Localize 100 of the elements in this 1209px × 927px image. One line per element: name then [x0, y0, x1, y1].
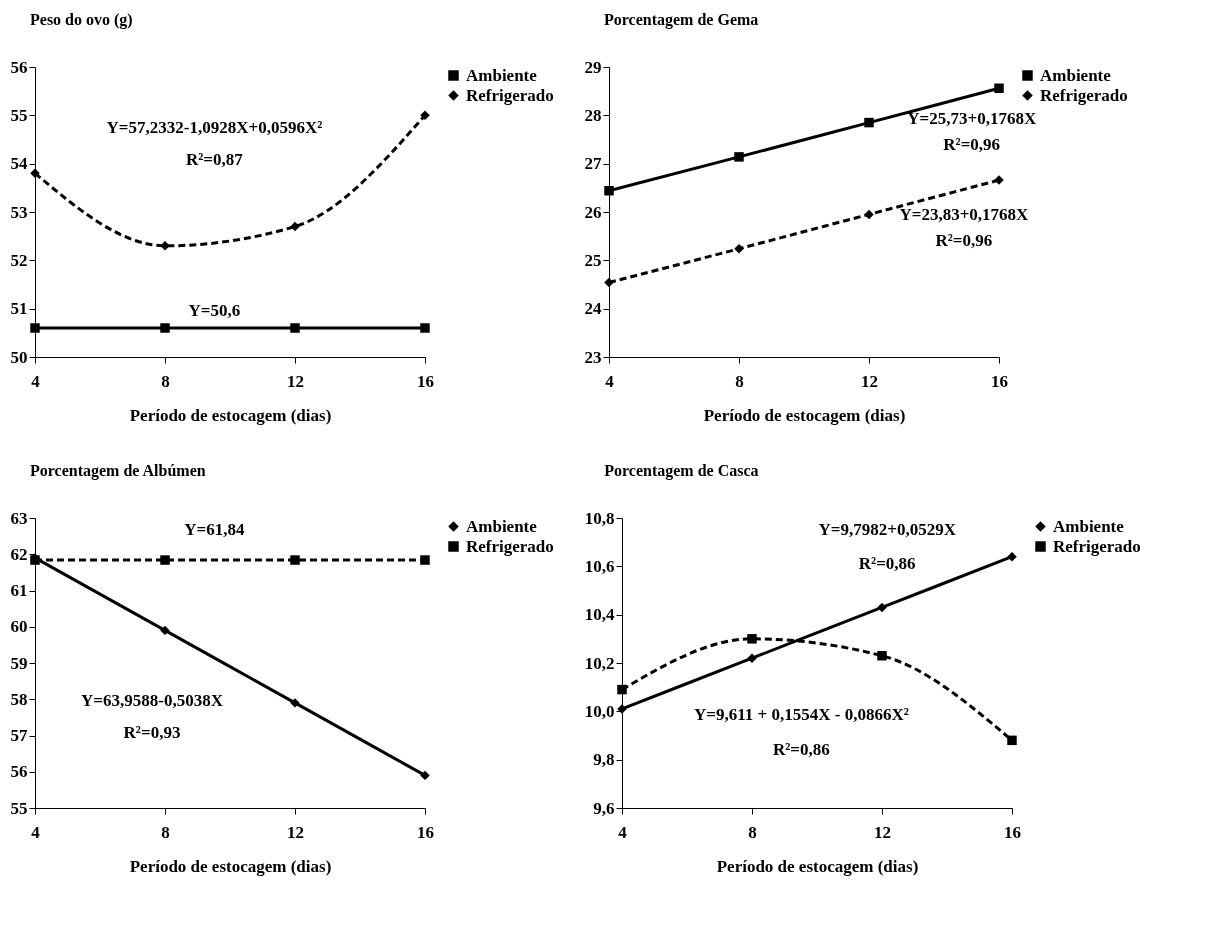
point: [420, 555, 430, 565]
x-tick-label: 12: [874, 822, 891, 842]
point: [734, 243, 744, 254]
chart-title: Porcentagem de Casca: [604, 462, 759, 480]
point: [604, 185, 614, 196]
point: [420, 110, 430, 121]
x-tick-label: 8: [735, 371, 744, 391]
x-tick-label: 4: [618, 822, 628, 842]
point: [160, 555, 170, 565]
legend-label: Ambiente: [1053, 516, 1125, 536]
y-tick-label: 53: [10, 202, 28, 222]
y-tick-label: 56: [10, 762, 28, 782]
point: [290, 323, 300, 333]
annotation: Y=9,611 + 0,1554X - 0,0866X²: [694, 705, 909, 725]
x-tick-label: 4: [605, 371, 615, 391]
annotation: R²=0,86: [772, 740, 830, 759]
y-tick-label: 10,4: [584, 605, 615, 625]
point: [604, 277, 614, 288]
y-tick-label: 51: [10, 299, 28, 319]
y-tick-label: 54: [10, 154, 28, 174]
annotation: Y=9,7982+0,0529X: [818, 519, 957, 539]
y-tick-label: 58: [10, 689, 28, 709]
chart-title: Porcentagem de Albúmen: [30, 462, 206, 480]
annotation: R²=0,93: [123, 722, 181, 742]
annotation: R²=0,96: [943, 135, 1001, 155]
point: [290, 221, 300, 232]
legend-label: Ambiente: [466, 516, 538, 536]
y-tick-label: 10,8: [584, 508, 615, 528]
annotation: R²=0,86: [858, 554, 916, 574]
y-tick-label: 23: [584, 347, 602, 367]
x-tick-label: 4: [31, 371, 41, 391]
x-tick-label: 12: [287, 822, 304, 842]
point: [420, 323, 430, 333]
point: [1007, 735, 1017, 746]
legend-label: Refrigerado: [466, 85, 554, 105]
y-tick-label: 28: [584, 105, 602, 125]
chart-title: Peso do ovo (g): [30, 11, 133, 29]
x-tick-label: 8: [161, 822, 170, 842]
y-tick-label: 10,6: [584, 556, 615, 576]
point: [747, 634, 757, 644]
x-tick-label: 12: [287, 371, 304, 391]
point: [160, 323, 170, 333]
y-tick-label: 9,6: [593, 798, 615, 818]
point: [30, 323, 40, 333]
point: [617, 684, 627, 695]
annotation: Y=61,84: [184, 519, 245, 539]
chart-title: Porcentagem de Gema: [604, 11, 759, 29]
point: [734, 152, 744, 162]
point: [290, 555, 300, 565]
x-tick-label: 12: [861, 371, 878, 391]
y-tick-label: 59: [10, 653, 28, 673]
point: [420, 770, 430, 781]
y-tick-label: 55: [10, 798, 28, 818]
y-tick-label: 61: [10, 581, 28, 600]
legend-label: Ambiente: [1040, 65, 1112, 85]
y-tick-label: 10,2: [584, 653, 615, 673]
annotation: Y=50,6: [188, 300, 241, 320]
annotation: Y=23,83+0,1768X: [899, 204, 1030, 224]
y-tick-label: 25: [584, 250, 602, 270]
annotation: Y=63,9588-0,5038X: [81, 690, 224, 710]
legend-label: Ambiente: [466, 65, 538, 85]
x-tick-label: 8: [161, 371, 170, 391]
x-tick-label: 8: [748, 822, 757, 842]
y-tick-label: 52: [10, 250, 28, 270]
point: [30, 168, 40, 179]
annotation: Y=25,73+0,1768X: [907, 109, 1037, 129]
y-tick-label: 55: [10, 105, 28, 125]
legend-label: Refrigerado: [1040, 85, 1128, 105]
point: [877, 651, 887, 661]
y-tick-label: 63: [10, 508, 28, 528]
x-axis-title: Período de estocagem (dias): [129, 405, 332, 425]
y-tick-label: 56: [10, 57, 28, 77]
x-tick-label: 16: [991, 371, 1008, 391]
y-tick-label: 50: [10, 347, 28, 367]
y-tick-label: 57: [10, 726, 28, 745]
legend-label: Refrigerado: [466, 536, 554, 556]
point: [864, 117, 874, 128]
point: [160, 625, 170, 636]
point: [864, 209, 874, 220]
y-tick-label: 62: [10, 544, 28, 564]
x-axis-title: Período de estocagem (dias): [129, 856, 332, 876]
x-tick-label: 16: [417, 822, 434, 842]
annotation: Y=57,2332-1,0928X+0,0596X²: [106, 117, 323, 137]
x-axis-title: Período de estocagem (dias): [716, 856, 919, 876]
y-tick-label: 29: [584, 57, 602, 77]
annotation: R²=0,96: [935, 231, 993, 250]
point: [994, 83, 1004, 94]
x-tick-label: 4: [31, 822, 41, 842]
y-tick-label: 10,0: [584, 701, 615, 721]
legend-label: Refrigerado: [1053, 536, 1141, 556]
y-tick-label: 9,8: [593, 750, 615, 770]
annotation: R²=0,87: [185, 149, 244, 169]
y-tick-label: 27: [584, 154, 602, 174]
y-tick-label: 24: [584, 299, 602, 319]
x-tick-label: 16: [417, 371, 434, 391]
y-tick-label: 60: [10, 617, 28, 637]
point: [877, 602, 887, 613]
x-axis-title: Período de estocagem (dias): [703, 405, 906, 425]
x-tick-label: 16: [1004, 822, 1021, 842]
y-tick-label: 26: [584, 202, 602, 222]
